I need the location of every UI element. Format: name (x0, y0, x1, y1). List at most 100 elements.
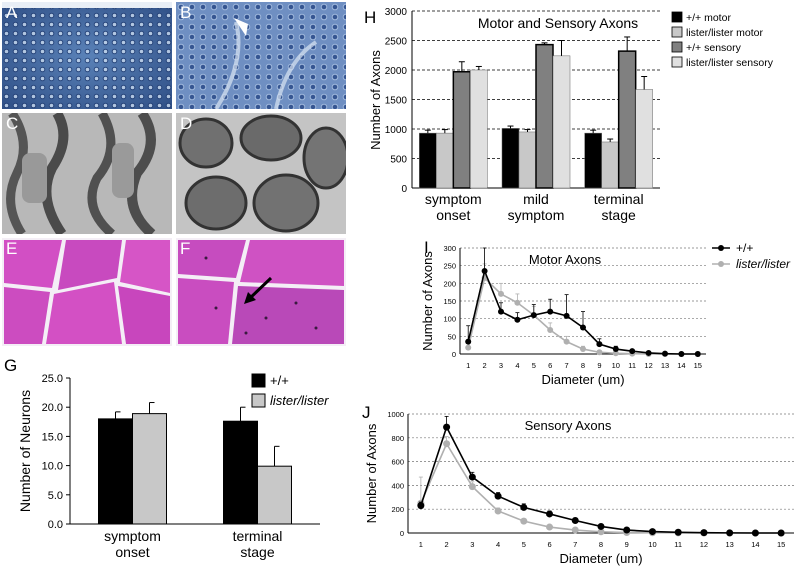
bar (617, 50, 637, 189)
x-tick-label: 15 (777, 540, 785, 549)
data-point (520, 503, 528, 511)
muscle-section-image (176, 238, 346, 346)
chart-i: 0 50 100 150 200 250 300 1 2 3 4 5 6 7 8 9 10 11 12 13 14 15 D… (420, 236, 800, 396)
data-point (777, 529, 785, 537)
chart-h-svg: 0 500 1000 1500 2000 2500 3000 Number of Axons M… (368, 7, 774, 223)
legend-label: lister/lister motor (686, 27, 764, 39)
bar (535, 43, 554, 189)
data-point (674, 528, 682, 536)
data-point (514, 316, 521, 323)
panel-letter-g: G (4, 356, 18, 375)
panel-letter-j: J (362, 403, 371, 422)
data-point (726, 529, 734, 537)
x-tick-label: 5 (522, 540, 526, 549)
y-axis-label: Number of Axons (420, 251, 435, 351)
y-tick-label: 1500 (385, 96, 408, 107)
y-tick-label: 600 (391, 458, 404, 467)
data-point (465, 338, 472, 345)
bar (584, 132, 602, 189)
y-tick-label: 20.0 (42, 402, 63, 414)
x-tick-label: 6 (547, 540, 551, 549)
category-label: symptom (425, 191, 482, 207)
micrograph-d: D (176, 113, 346, 234)
x-tick-label: 14 (677, 361, 685, 370)
muscle-section-image (2, 238, 172, 346)
micrograph-c: C (2, 113, 172, 234)
legend-label: lister/lister (736, 257, 791, 271)
y-tick-label: 1000 (387, 410, 404, 419)
data-point (494, 492, 502, 500)
bar (635, 89, 653, 189)
x-tick-label: 6 (548, 361, 552, 370)
x-tick-label: 1 (466, 361, 470, 370)
x-tick-label: 13 (725, 540, 733, 549)
y-tick-label: 0 (400, 529, 404, 538)
x-tick-label: 8 (581, 361, 585, 370)
y-tick-label: 150 (443, 297, 456, 306)
legend-swatch (251, 373, 266, 388)
legend-label: +/+ sensory (686, 42, 742, 54)
panel-letter-i: I (424, 238, 429, 257)
data-point (520, 517, 528, 525)
data-point (468, 483, 476, 491)
y-tick-label: 0 (452, 350, 456, 359)
bar (419, 132, 437, 189)
data-point (597, 522, 605, 530)
micrograph-b: B (176, 2, 346, 109)
category-label: onset (436, 207, 470, 223)
y-tick-label: 50 (448, 332, 456, 341)
category-label: terminal (233, 528, 283, 544)
data-point (597, 528, 605, 536)
y-axis-label: Number of Axons (368, 50, 383, 150)
data-point (580, 324, 586, 331)
y-tick-label: 500 (390, 155, 407, 166)
data-point (498, 290, 504, 297)
data-point (580, 346, 586, 353)
x-tick-label: 8 (599, 540, 603, 549)
bar (98, 418, 133, 525)
category-label: symptom (508, 207, 565, 223)
data-point (571, 526, 579, 534)
y-axis-label: Number of Neurons (17, 390, 33, 512)
data-point (481, 267, 488, 274)
x-tick-label: 11 (628, 361, 636, 370)
legend-label: lister/lister (270, 393, 329, 408)
micrograph-f: F (176, 238, 346, 346)
bar (257, 465, 292, 525)
x-tick-label: 1 (419, 540, 423, 549)
x-tick-label: 4 (496, 540, 500, 549)
data-point (694, 351, 701, 357)
x-axis-label: Diameter (um) (541, 372, 624, 387)
data-point (563, 312, 570, 319)
data-point (596, 349, 603, 356)
data-point (468, 473, 476, 481)
x-tick-label: 10 (612, 361, 620, 370)
data-point (547, 308, 554, 315)
data-point (530, 312, 537, 319)
x-tick-label: 15 (694, 361, 702, 370)
chart-title: Motor Axons (529, 252, 602, 267)
nerve-section-image (176, 2, 346, 109)
data-point (546, 510, 554, 518)
chart-g-svg: 0.0 5.0 10.0 15.0 20.0 25.0 Number of Neurons s… (17, 373, 329, 560)
panel-label: E (6, 239, 18, 258)
category-label: terminal (594, 191, 644, 207)
chart-title: Sensory Axons (525, 418, 612, 433)
data-point (662, 350, 668, 357)
y-tick-label: 400 (391, 481, 404, 490)
legend-label: +/+ (270, 373, 289, 388)
legend-label: lister/lister sensory (686, 57, 774, 69)
data-point (571, 517, 579, 525)
panel-label: B (180, 3, 192, 22)
y-tick-label: 1000 (385, 125, 408, 136)
x-tick-label: 13 (661, 361, 669, 370)
panel-label: C (6, 114, 19, 133)
data-point (612, 346, 619, 353)
x-tick-label: 9 (625, 540, 629, 549)
data-point (546, 523, 554, 531)
data-point (623, 526, 631, 534)
x-tick-label: 4 (515, 361, 519, 370)
panel-label: D (180, 114, 193, 133)
